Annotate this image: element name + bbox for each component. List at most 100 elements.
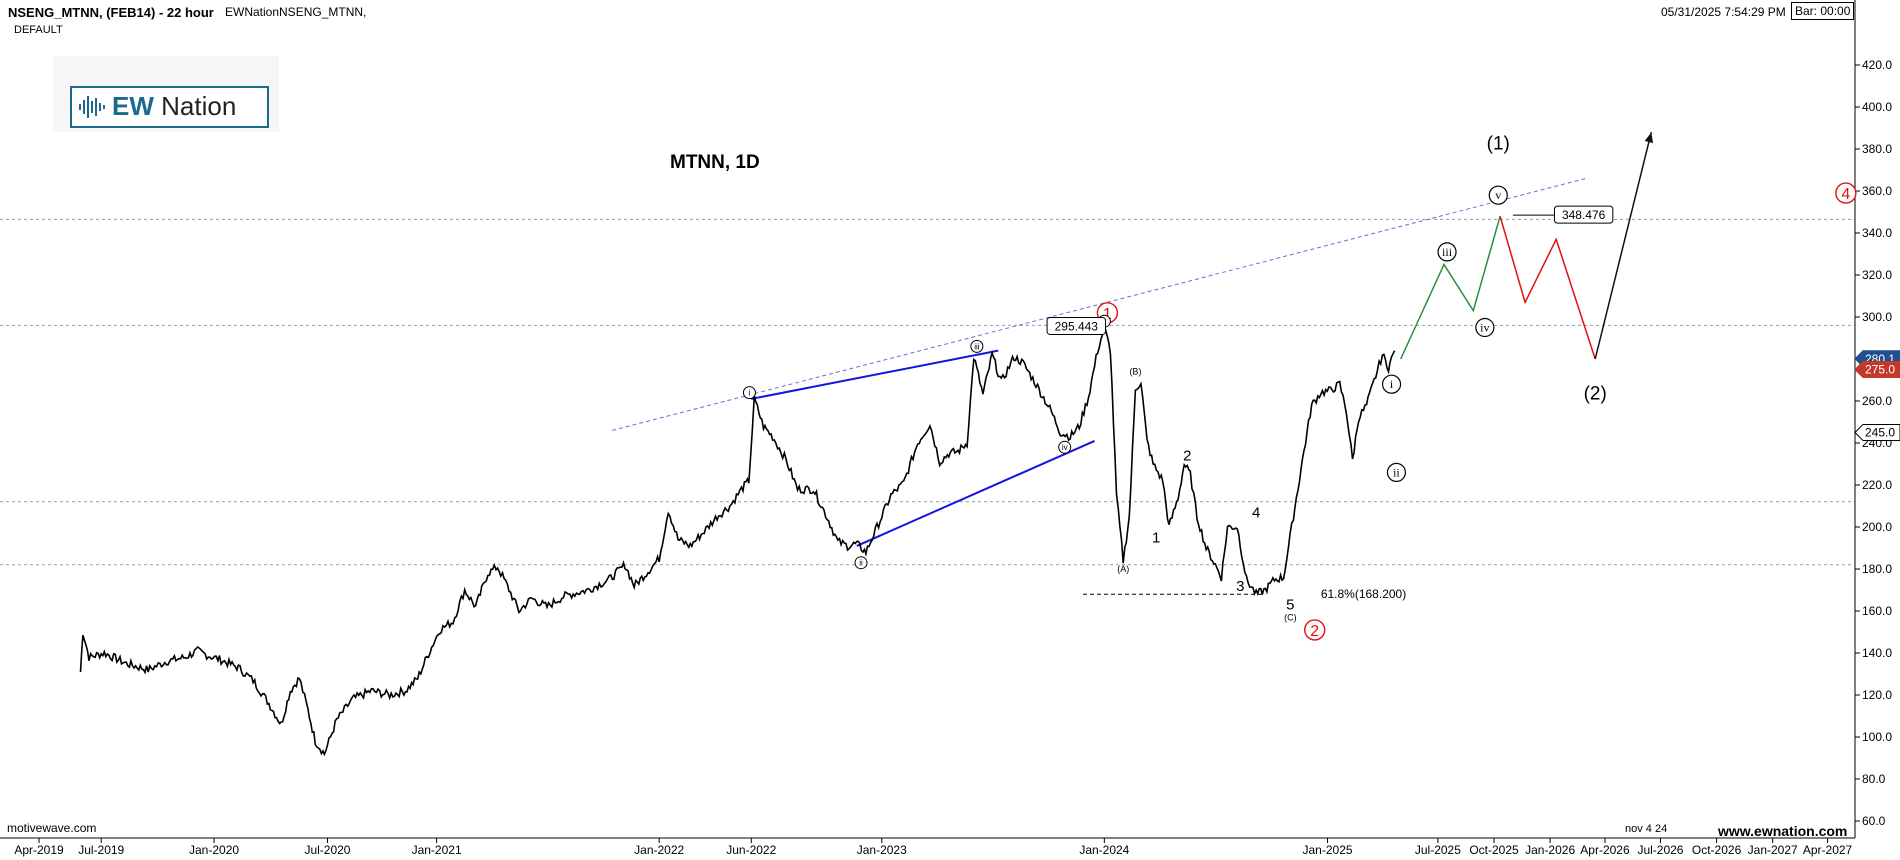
wave-label-tiny: (C) [1284, 612, 1297, 622]
x-tick-label: Jan-2023 [857, 843, 907, 857]
footer-date-code: nov 4 24 [1625, 823, 1668, 835]
wave-label-roman: i [1390, 377, 1394, 391]
projection-final-line [1594, 132, 1653, 360]
x-tick-label: Jul-2025 [1415, 843, 1461, 857]
y-tick-label: 420.0 [1862, 58, 1892, 72]
x-tick-label: Apr-2026 [1580, 843, 1630, 857]
y-tick-label: 400.0 [1862, 100, 1892, 114]
price-callout-box [1046, 316, 1106, 335]
footer-site: www.ewnation.com [1718, 823, 1848, 839]
wave-circle-small [854, 556, 868, 570]
wave-label-red: 4 [1841, 186, 1850, 203]
wave-circle-red [1835, 182, 1857, 204]
y-tick-label: 80.0 [1862, 772, 1886, 786]
wave-circle-red [1304, 619, 1326, 641]
price-tag-label: 275.0 [1865, 363, 1895, 377]
logo-ew-text: EW [112, 91, 154, 121]
y-tick-label: 220.0 [1862, 478, 1892, 492]
y-tick-label: 120.0 [1862, 688, 1892, 702]
chart-subtitle: DEFAULT [14, 24, 63, 36]
wave-label-roman: iv [1480, 321, 1489, 335]
price-callout-box [1553, 205, 1614, 224]
price-tag-label: 245.0 [1865, 426, 1895, 440]
price-tag [1854, 424, 1900, 441]
wave-circle-small [742, 386, 756, 400]
x-tick-label: Jan-2021 [412, 843, 462, 857]
y-tick-label: 360.0 [1862, 184, 1892, 198]
wedge-line [856, 439, 1095, 547]
wave-label-red: 2 [1310, 623, 1319, 640]
x-tick-label: Jan-2024 [1079, 843, 1129, 857]
wave-label-small: iii [974, 342, 980, 351]
logo: EW Nation [53, 56, 279, 132]
wave-label-tiny: (B) [1129, 367, 1141, 377]
x-tick-label: Jun-2022 [726, 843, 776, 857]
projection-down-line [1499, 215, 1596, 360]
wave-label-tiny: (A) [1117, 564, 1129, 574]
y-tick-label: 200.0 [1862, 520, 1892, 534]
symbol-title: NSENG_MTNN, (FEB14) - 22 hour [8, 5, 214, 20]
logo-wordmark: EW Nation [112, 91, 236, 122]
x-tick-label: Oct-2025 [1469, 843, 1519, 857]
wave-label-roman: v [1495, 188, 1501, 202]
wave-label-roman: ii [1393, 465, 1400, 479]
y-tick-label: 180.0 [1862, 562, 1892, 576]
logo-frame: EW Nation [70, 86, 269, 128]
footer-source: motivewave.com [7, 821, 97, 835]
y-tick-label: 260.0 [1862, 394, 1892, 408]
wave-label-small: i [749, 389, 751, 398]
y-tick-label: 100.0 [1862, 730, 1892, 744]
y-tick-label: 320.0 [1862, 268, 1892, 282]
x-tick-label: Apr-2027 [1803, 843, 1853, 857]
wave-circle [1386, 462, 1407, 482]
datetime-readout: 05/31/2025 7:54:29 PM [1661, 5, 1786, 19]
wave-label: (1) [1487, 134, 1510, 155]
y-tick-label: 160.0 [1862, 604, 1892, 618]
wave-label-small: ii [859, 559, 863, 568]
y-tick-label: 60.0 [1862, 814, 1886, 828]
wave-circle-small [1058, 440, 1072, 454]
wave-circle [1475, 317, 1495, 338]
wave-circle [1381, 374, 1402, 394]
logo-nation-text: Nation [161, 91, 237, 121]
x-tick-label: Jan-2020 [189, 843, 239, 857]
wave-circle-small [970, 339, 984, 353]
y-tick-label: 140.0 [1862, 646, 1892, 660]
bar-timer: Bar: 00:00 [1791, 2, 1855, 20]
price-callout-text: 348.476 [1562, 208, 1606, 222]
fib-level-label: 61.8%(168.200) [1321, 587, 1406, 601]
x-tick-label: Jul-2019 [78, 843, 124, 857]
wedge-line [751, 349, 999, 400]
x-tick-label: Jul-2020 [304, 843, 350, 857]
y-tick-label: 340.0 [1862, 226, 1892, 240]
x-tick-label: Jul-2026 [1637, 843, 1683, 857]
wave-label-roman: iii [1442, 245, 1453, 259]
trendline [612, 177, 1587, 431]
x-tick-label: Jan-2022 [634, 843, 684, 857]
x-tick-label: Jan-2026 [1525, 843, 1575, 857]
wave-label-small: iv [1062, 443, 1068, 452]
x-tick-label: Jan-2025 [1303, 843, 1353, 857]
subwave-label: 5 [1286, 597, 1294, 614]
y-tick-label: 300.0 [1862, 310, 1892, 324]
subwave-label: 3 [1236, 578, 1244, 595]
subwave-label: 2 [1183, 448, 1191, 465]
price-callout-text: 295.443 [1055, 319, 1099, 333]
wave-circle [1488, 185, 1508, 205]
arrow-head-icon [1644, 132, 1654, 144]
price-tag [1854, 361, 1900, 378]
price-line [79, 324, 1396, 757]
x-tick-label: Apr-2019 [14, 843, 64, 857]
x-tick-label: Jan-2027 [1748, 843, 1798, 857]
projection-up-line [1400, 215, 1501, 360]
y-tick-label: 380.0 [1862, 142, 1892, 156]
x-tick-label: Oct-2026 [1692, 843, 1742, 857]
sound-wave-icon [79, 96, 105, 118]
wave-circle [1437, 242, 1457, 262]
subwave-label: 4 [1252, 504, 1260, 521]
subwave-label: 1 [1152, 530, 1160, 547]
study-name: EWNationNSENG_MTNN, [225, 5, 367, 19]
chart-title: MTNN, 1D [670, 152, 760, 173]
wave-label-red: 1 [1103, 306, 1112, 323]
